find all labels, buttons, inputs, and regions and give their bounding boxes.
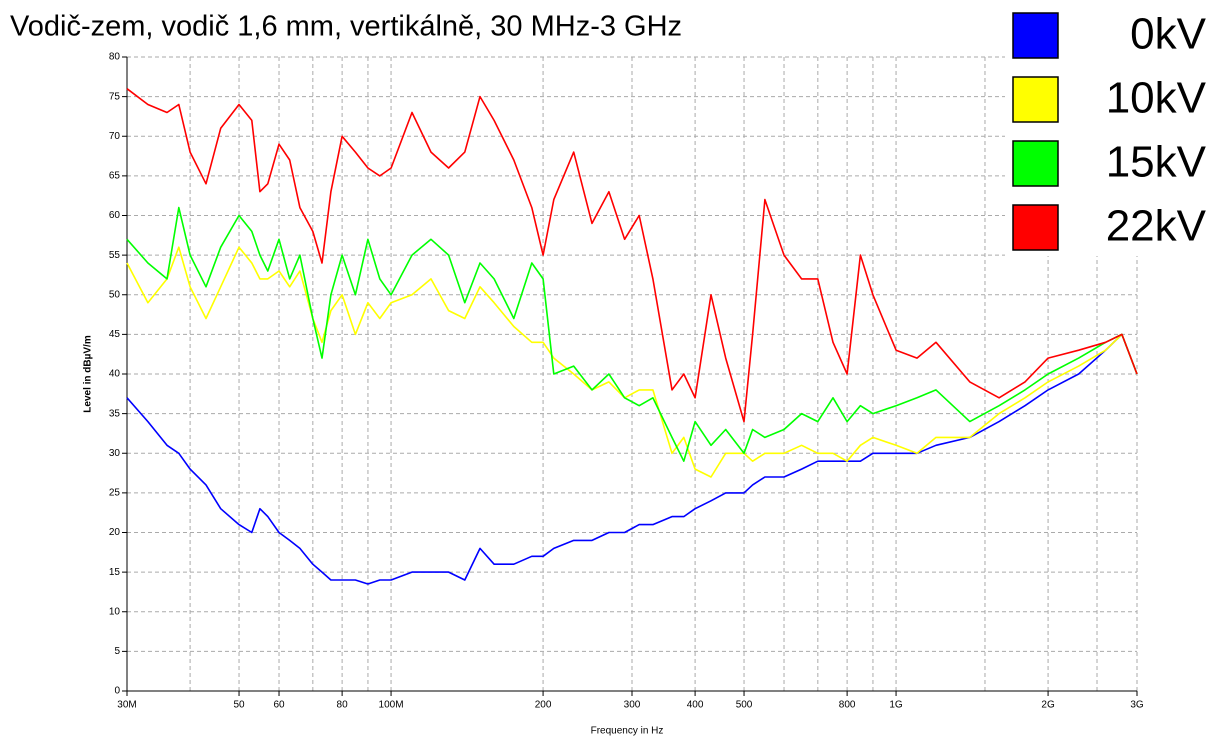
y-tick-label: 75 [109,91,121,102]
series-line [126,333,1138,585]
x-tick-label: 60 [273,700,285,711]
y-tick-label: 45 [109,329,121,340]
x-axis-label: Frequency in Hz [591,726,664,737]
y-tick-label: 65 [109,171,121,182]
chart-title: Vodič-zem, vodič 1,6 mm, vertikálně, 30 … [10,11,682,43]
x-tick-label: 2G [1041,700,1055,711]
series-line [126,246,1138,478]
x-tick-label: 300 [624,700,641,711]
y-tick-label: 55 [109,250,121,261]
y-tick-label: 40 [109,369,121,380]
y-tick-label: 5 [114,646,120,657]
legend-label: 10kV [1106,74,1207,123]
x-tick-label: 80 [337,700,349,711]
x-tick-label: 800 [839,700,856,711]
x-tick-label: 50 [233,700,245,711]
y-tick-label: 0 [114,686,120,697]
y-tick-label: 20 [109,527,121,538]
y-tick-label: 60 [109,210,121,221]
x-tick-label: 500 [736,700,753,711]
legend-swatch [1012,76,1059,123]
y-tick-label: 30 [109,448,121,459]
legend-swatch [1012,12,1059,59]
y-tick-label: 35 [109,408,121,419]
x-tick-label: 3G [1130,700,1144,711]
legend-label: 15kV [1106,138,1207,187]
y-tick-label: 70 [109,131,121,142]
y-axis-label: Level in dBµV/m [83,335,94,413]
x-tick-label: 200 [535,700,552,711]
x-tick-label: 100M [379,700,404,711]
y-tick-label: 15 [109,567,121,578]
legend-label: 0kV [1130,10,1206,59]
legend-swatch [1012,140,1059,187]
y-tick-label: 25 [109,488,121,499]
x-tick-label: 1G [889,700,903,711]
series-line [126,206,1138,462]
x-tick-label: 400 [687,700,704,711]
y-tick-label: 10 [109,606,121,617]
x-tick-label: 30M [117,700,136,711]
legend-swatch [1012,204,1059,251]
series-line [126,88,1138,423]
legend-label: 22kV [1106,202,1207,251]
y-tick-label: 80 [109,52,121,63]
y-tick-label: 50 [109,289,121,300]
